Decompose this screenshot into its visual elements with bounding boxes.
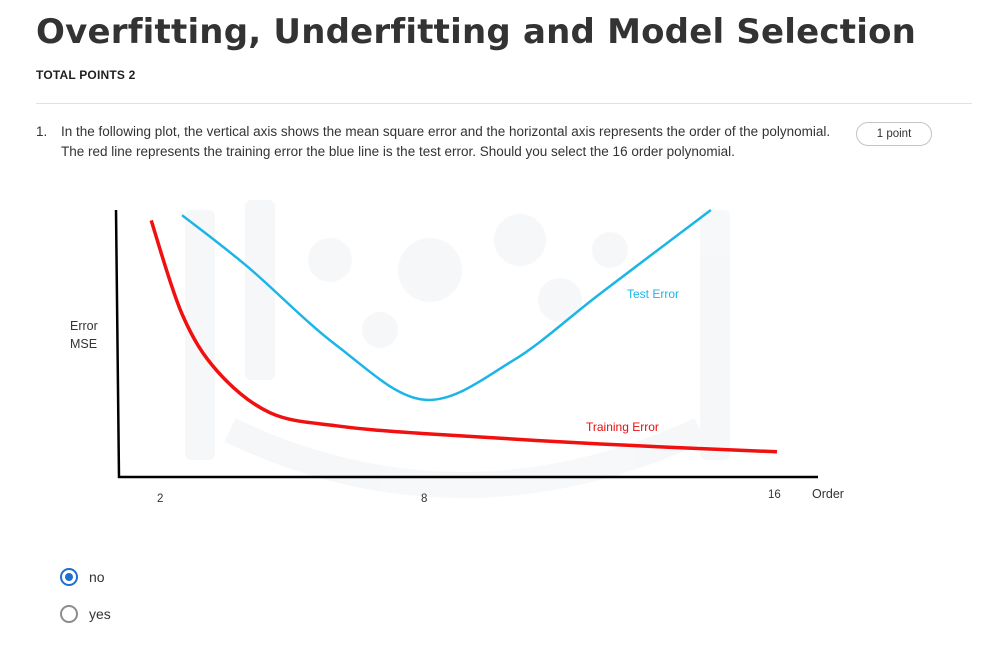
question-number: 1. (36, 124, 48, 139)
radio-no[interactable] (60, 568, 78, 586)
option-no-label: no (89, 569, 105, 585)
x-tick-2: 2 (157, 493, 163, 505)
y-axis (114, 209, 121, 479)
watermark (185, 200, 730, 498)
test-error-label: Test Error (627, 287, 679, 301)
points-badge: 1 point (856, 122, 932, 146)
divider (36, 103, 972, 104)
quiz-title: Overfitting, Underfitting and Model Sele… (36, 12, 917, 52)
x-tick-8: 8 (421, 493, 427, 505)
total-points: TOTAL POINTS 2 (36, 68, 136, 82)
test-error-line (181, 209, 712, 402)
training-error-line (149, 219, 778, 454)
x-tick-16: 16 (768, 489, 781, 501)
radio-yes[interactable] (60, 605, 78, 623)
y-axis-label-error: Error (70, 319, 98, 333)
option-no[interactable]: no (60, 566, 105, 588)
option-yes-label: yes (89, 606, 111, 622)
question-text: In the following plot, the vertical axis… (61, 124, 831, 159)
option-yes[interactable]: yes (60, 603, 111, 625)
training-error-label: Training Error (586, 420, 659, 434)
x-axis-label: Order (812, 487, 844, 501)
y-axis-label-mse: MSE (70, 337, 97, 351)
